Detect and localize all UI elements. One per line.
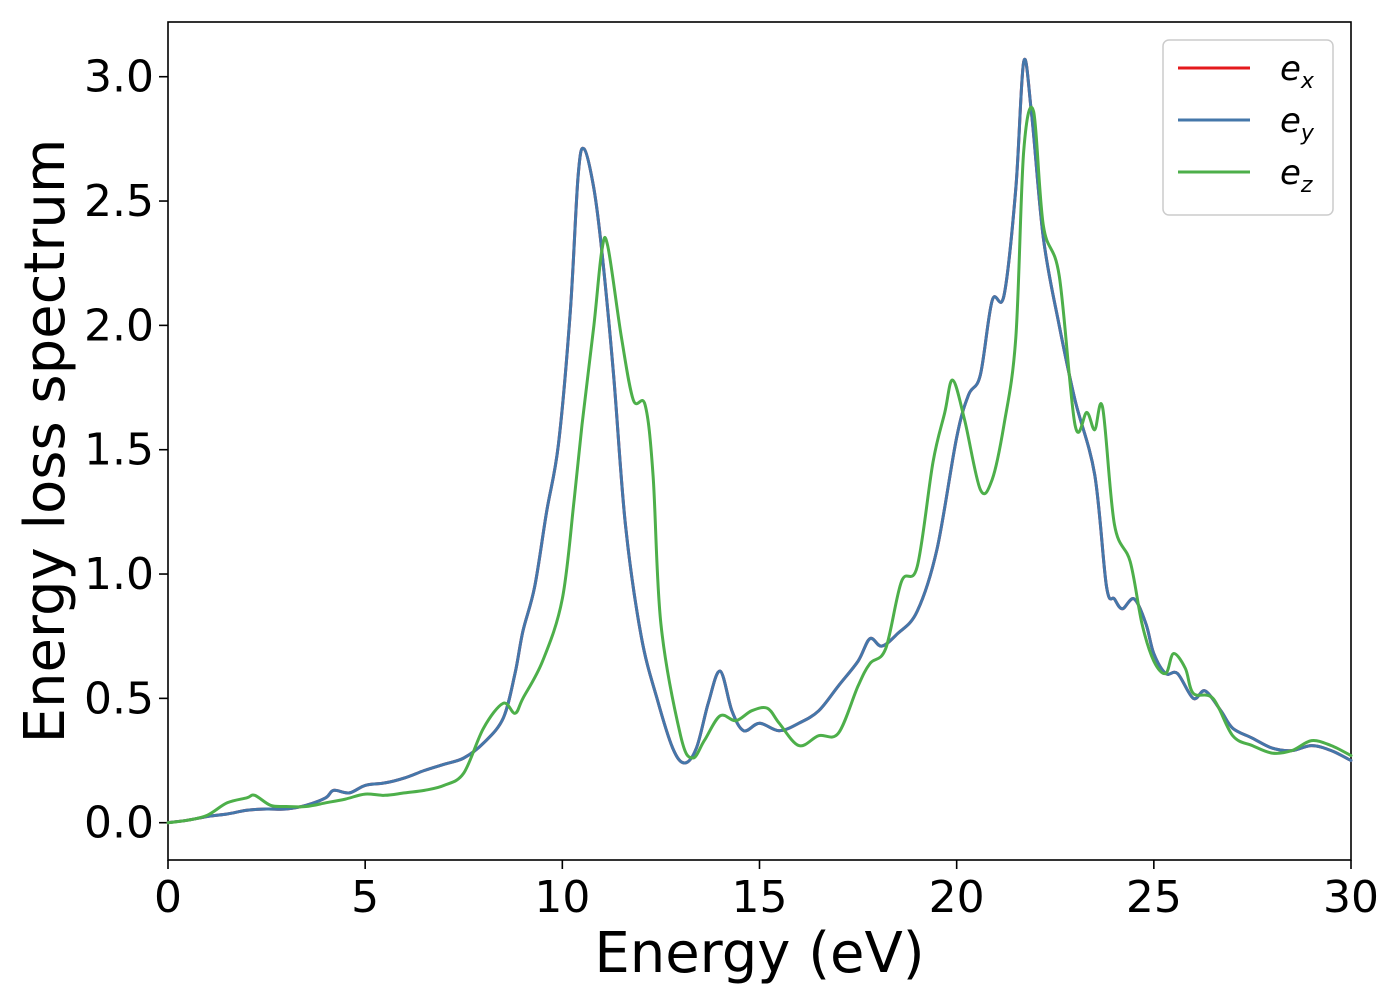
legend-entry-e-x: ex — [1280, 49, 1315, 94]
legend-entry-e-y: ey — [1280, 101, 1315, 146]
x-tick-label: 30 — [1323, 872, 1379, 923]
series-line-e-z — [166, 105, 1353, 825]
x-tick-label: 25 — [1126, 872, 1182, 923]
x-axis-label: Energy (eV) — [594, 921, 924, 986]
series-line-e-y — [166, 57, 1353, 825]
x-tick-label: 20 — [929, 872, 985, 923]
x-tick-label: 15 — [732, 872, 788, 923]
y-tick-label: 0.0 — [84, 798, 154, 849]
y-tick-label: 2.5 — [84, 176, 154, 227]
x-axis: 0 5 10 15 20 25 30 — [154, 860, 1379, 923]
y-tick-label: 1.0 — [84, 549, 154, 600]
legend: ex ey ez — [1162, 39, 1334, 216]
legend-entry-e-z: ez — [1280, 153, 1313, 198]
y-tick-label: 3.0 — [84, 52, 154, 103]
plot-area — [167, 21, 1352, 861]
y-axis: 0.0 0.5 1.0 1.5 2.0 2.5 3.0 — [84, 52, 168, 849]
y-tick-label: 0.5 — [84, 673, 154, 724]
y-tick-label: 1.5 — [84, 425, 154, 476]
y-tick-label: 2.0 — [84, 300, 154, 351]
series-layer — [166, 57, 1353, 825]
x-tick-label: 10 — [534, 872, 590, 923]
y-axis-label: Energy loss spectrum — [13, 139, 78, 744]
x-tick-label: 5 — [351, 872, 379, 923]
x-tick-label: 0 — [154, 872, 182, 923]
